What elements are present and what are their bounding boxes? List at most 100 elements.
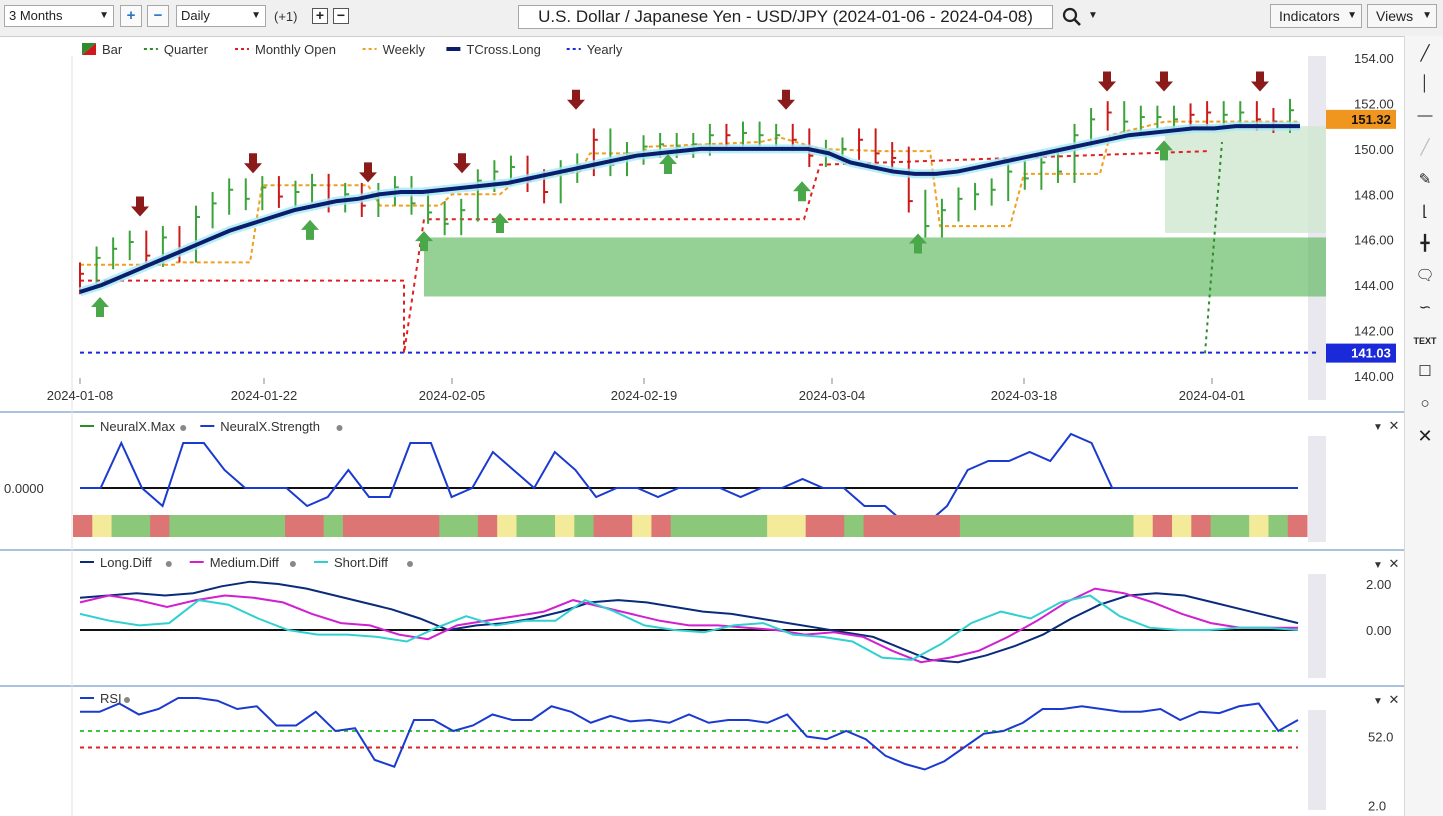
panel-menu-icon[interactable]: ▼ <box>1373 560 1383 571</box>
neuralx-state-cell <box>1056 515 1077 537</box>
neuralx-state-cell <box>1191 515 1212 537</box>
neuralx-state-cell <box>1017 515 1038 537</box>
neuralx-state-cell <box>555 515 575 537</box>
panel-close-icon[interactable]: ✕ <box>1389 418 1400 433</box>
crosshair-tool-icon[interactable]: ╋ <box>1420 235 1430 252</box>
neuralx-state-cell <box>246 515 267 537</box>
neuralx-state-cell <box>1287 515 1308 537</box>
horizontal-line-tool-icon[interactable]: — <box>1417 107 1433 124</box>
neuralx-state-cell <box>1152 515 1173 537</box>
price-y-tick: 140.00 <box>1354 369 1394 384</box>
price-legend-label: Monthly Open <box>255 42 336 57</box>
views-label: Views <box>1376 8 1414 24</box>
price-x-tick: 2024-01-08 <box>47 388 114 403</box>
neuralx-state-cell <box>1249 515 1269 537</box>
neuralx-state-cell <box>400 515 421 537</box>
text-tool-icon[interactable]: TEXT <box>1413 336 1437 346</box>
neuralx-state-cell <box>265 515 286 537</box>
zoom-out-button[interactable]: − <box>147 5 169 27</box>
neuralx-zero-label: 0.0000 <box>4 481 44 496</box>
price-x-tick: 2024-04-01 <box>1179 388 1246 403</box>
neuralx-state-cell <box>188 515 209 537</box>
rsi-line <box>80 697 1299 771</box>
legend-settings-dot <box>336 425 343 431</box>
chart-title[interactable]: U.S. Dollar / Japanese Yen - USD/JPY (20… <box>518 5 1053 29</box>
sell-arrow <box>1155 71 1173 92</box>
neuralx-state-cell <box>767 515 787 537</box>
views-button[interactable]: Views ▼ <box>1367 4 1437 28</box>
price-x-tick: 2024-03-18 <box>991 388 1058 403</box>
ellipse-tool-icon[interactable]: ○ <box>1420 395 1430 412</box>
price-y-tick: 142.00 <box>1354 324 1394 339</box>
buy-arrow <box>659 153 677 174</box>
panel-scroll-strip <box>1308 574 1326 678</box>
chart-area[interactable]: 154.00 152.00 150.00 148.00 146.00 144.00 142.… <box>0 36 1404 816</box>
buy-arrow <box>793 181 811 202</box>
close-icon[interactable]: ✕ <box>1417 426 1433 446</box>
period-value: 3 Months <box>9 8 63 23</box>
neuralx-state-cell <box>227 515 248 537</box>
period-select[interactable]: 3 Months ▼ <box>4 5 114 27</box>
price-legend-label: Yearly <box>587 42 623 57</box>
neuralx-state-cell <box>285 515 305 537</box>
vertical-line-tool-icon[interactable]: │ <box>1420 75 1430 92</box>
panel-menu-icon[interactable]: ▼ <box>1373 696 1383 707</box>
buy-arrow <box>909 233 927 254</box>
indicators-button[interactable]: Indicators ▼ <box>1270 4 1362 28</box>
panel-close-icon[interactable]: ✕ <box>1389 556 1400 571</box>
search-icon[interactable] <box>1060 5 1084 29</box>
panel-close-icon[interactable]: ✕ <box>1389 692 1400 707</box>
chevron-down-icon: ▼ <box>1422 10 1432 21</box>
neuralx-state-cell <box>786 515 807 537</box>
neuralx-state-cell <box>1172 515 1192 537</box>
buy-arrow <box>301 219 319 240</box>
neuralx-state-cell <box>535 515 556 537</box>
neuralx-state-cell <box>709 515 730 537</box>
pen-tool-icon[interactable]: ✎ <box>1418 171 1432 188</box>
interval-select[interactable]: Daily ▼ <box>176 5 266 27</box>
ray-tool-icon[interactable]: ╱ <box>1420 139 1430 156</box>
neuralx-state-cell <box>342 515 363 537</box>
chevron-down-icon: ▼ <box>1347 10 1357 21</box>
price-y-tick: 144.00 <box>1354 278 1394 293</box>
legend-settings-dot <box>407 561 413 567</box>
medium-diff-line <box>79 587 1298 664</box>
neuralx-state-cell <box>92 515 113 537</box>
neuralx-state-cell <box>439 515 460 537</box>
panel-scroll-strip <box>1308 710 1326 810</box>
buy-arrow <box>491 213 509 233</box>
offset-plus-button[interactable]: + <box>312 8 328 24</box>
neuralx-legend-label: NeuralX.Max <box>100 419 176 434</box>
neuralx-state-cell <box>632 515 652 537</box>
neuralx-state-cell <box>207 515 228 537</box>
price-legend-label: TCross.Long <box>466 42 540 57</box>
curve-tool-icon[interactable]: ∽ <box>1418 299 1432 316</box>
neuralx-state-cell <box>921 515 942 537</box>
interval-value: Daily <box>181 8 210 23</box>
neuralx-state-cell <box>150 515 170 537</box>
zoom-in-button[interactable]: + <box>120 5 142 27</box>
trendline-tool-icon[interactable]: ╱ <box>1420 45 1430 62</box>
price-x-tick: 2024-02-05 <box>419 388 486 403</box>
price-x-tick: 2024-02-19 <box>611 388 678 403</box>
neuralx-state-cell <box>477 515 498 537</box>
price-y-tick: 148.00 <box>1354 187 1394 202</box>
panel-menu-icon[interactable]: ▼ <box>1373 422 1383 433</box>
neuralx-state-cell <box>111 515 132 537</box>
neuralx-state-cell <box>670 515 691 537</box>
neuralx-legend-label: NeuralX.Strength <box>220 419 320 434</box>
price-x-tick: 2024-01-22 <box>231 388 298 403</box>
chevron-down-icon[interactable]: ▼ <box>1088 10 1098 21</box>
neuralx-state-cell <box>1114 515 1134 537</box>
sell-arrow <box>453 153 471 174</box>
rsi-y-tick: 52.0 <box>1368 730 1393 745</box>
neuralx-state-cell <box>882 515 903 537</box>
callout-tool-icon[interactable]: 🗨 <box>1415 267 1435 284</box>
legend-swatch <box>82 43 96 55</box>
indicators-label: Indicators <box>1279 8 1340 24</box>
offset-minus-button[interactable]: − <box>333 8 349 24</box>
fibonacci-tool-icon[interactable]: ⌊ <box>1422 203 1428 220</box>
neuralx-state-cell <box>420 515 440 537</box>
neuralx-state-cell <box>940 515 961 537</box>
rectangle-tool-icon[interactable]: ☐ <box>1418 363 1432 380</box>
